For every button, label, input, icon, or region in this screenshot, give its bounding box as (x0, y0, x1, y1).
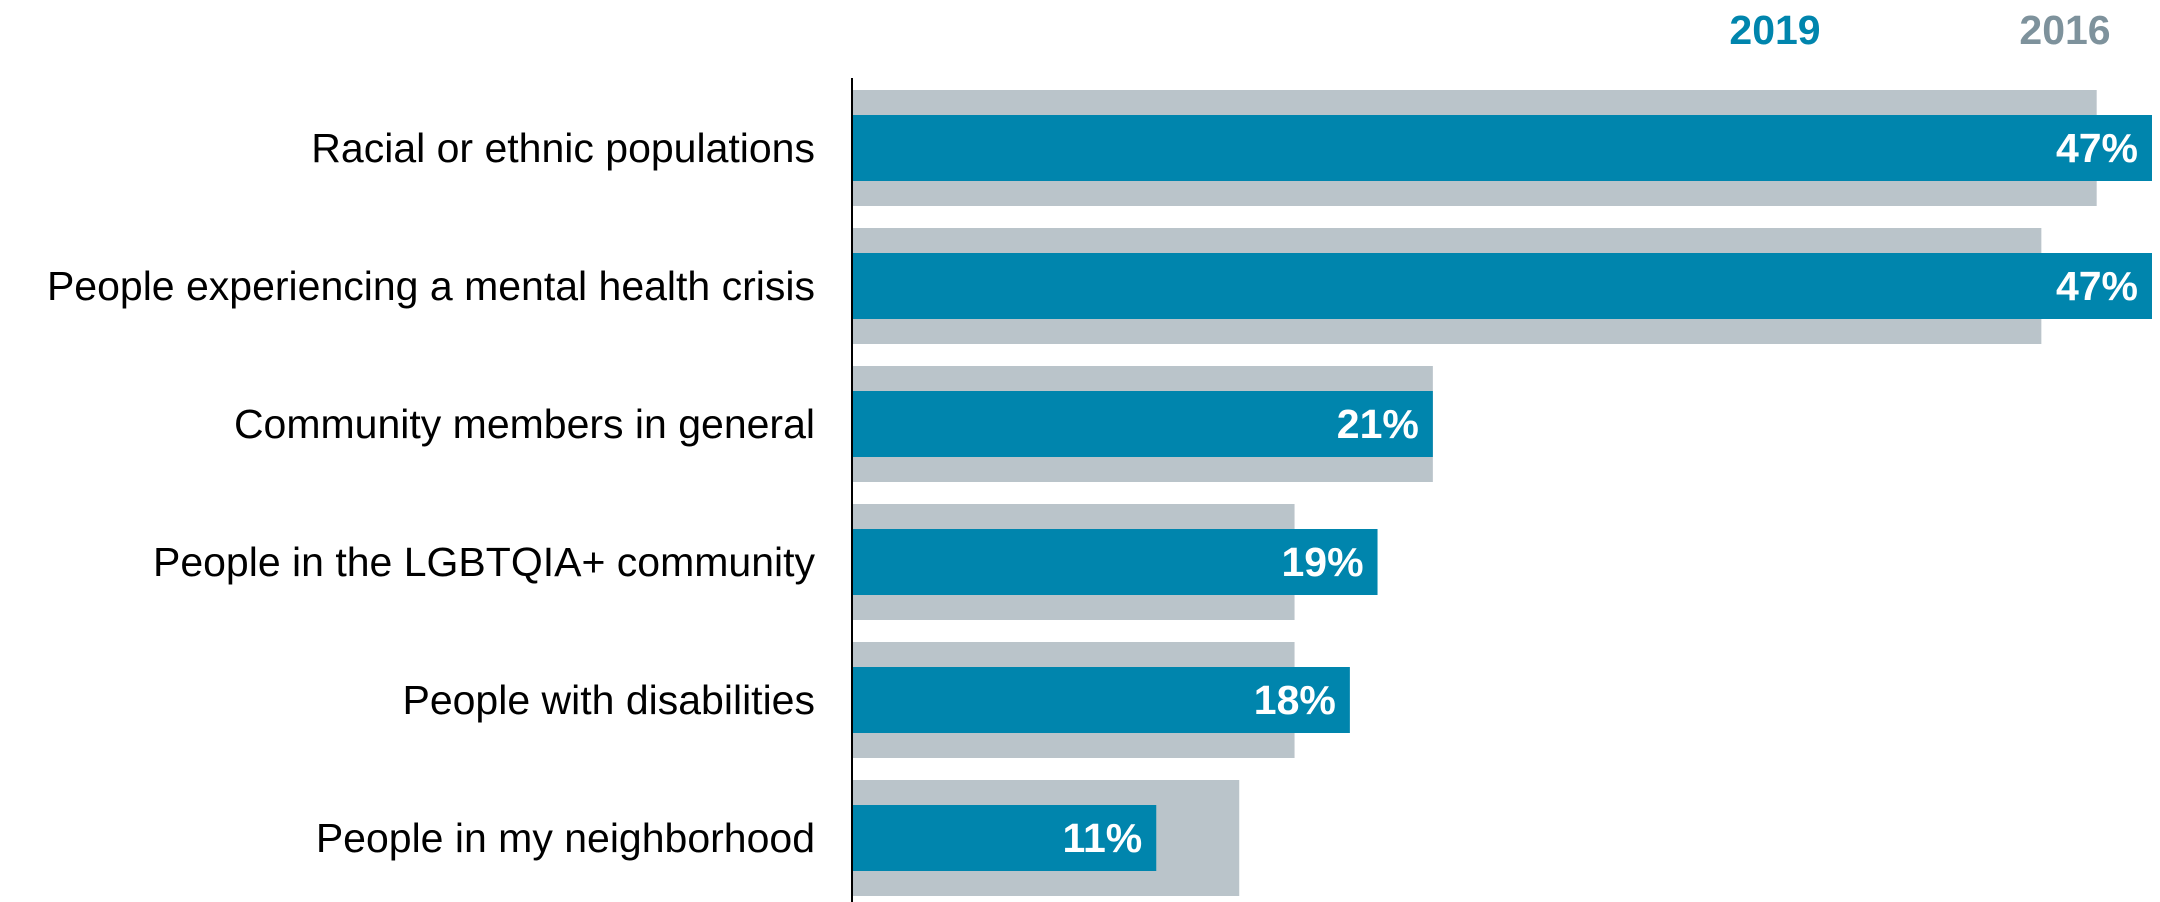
value-label: 19% (1281, 539, 1363, 585)
bar-2019 (852, 529, 1378, 595)
category-label: People experiencing a mental health cris… (47, 263, 815, 309)
value-label: 47% (2056, 125, 2138, 171)
category-label: Racial or ethnic populations (311, 125, 815, 171)
value-labels: 47% 47% 21% 19% 18% 11% (1062, 125, 2138, 861)
bar-2019 (852, 391, 1433, 457)
series-2016-bars (852, 90, 2097, 896)
category-label: People in the LGBTQIA+ community (153, 539, 816, 585)
bar-2019 (852, 115, 2152, 181)
category-label: People with disabilities (402, 677, 815, 723)
bar-2019 (852, 805, 1157, 871)
value-label: 47% (2056, 263, 2138, 309)
category-label: People in my neighborhood (316, 815, 815, 861)
series-2019-bars (852, 115, 2152, 871)
legend: 2019 2016 (1729, 7, 2110, 53)
category-label: Community members in general (234, 401, 815, 447)
legend-label-2016: 2016 (2019, 7, 2110, 53)
category-labels: Racial or ethnic populations People exper… (47, 125, 816, 861)
bar-2019 (852, 667, 1350, 733)
legend-label-2019: 2019 (1729, 7, 1820, 53)
value-label: 18% (1254, 677, 1336, 723)
bar-2019 (852, 253, 2152, 319)
value-label: 11% (1062, 815, 1142, 861)
value-label: 21% (1337, 401, 1419, 447)
